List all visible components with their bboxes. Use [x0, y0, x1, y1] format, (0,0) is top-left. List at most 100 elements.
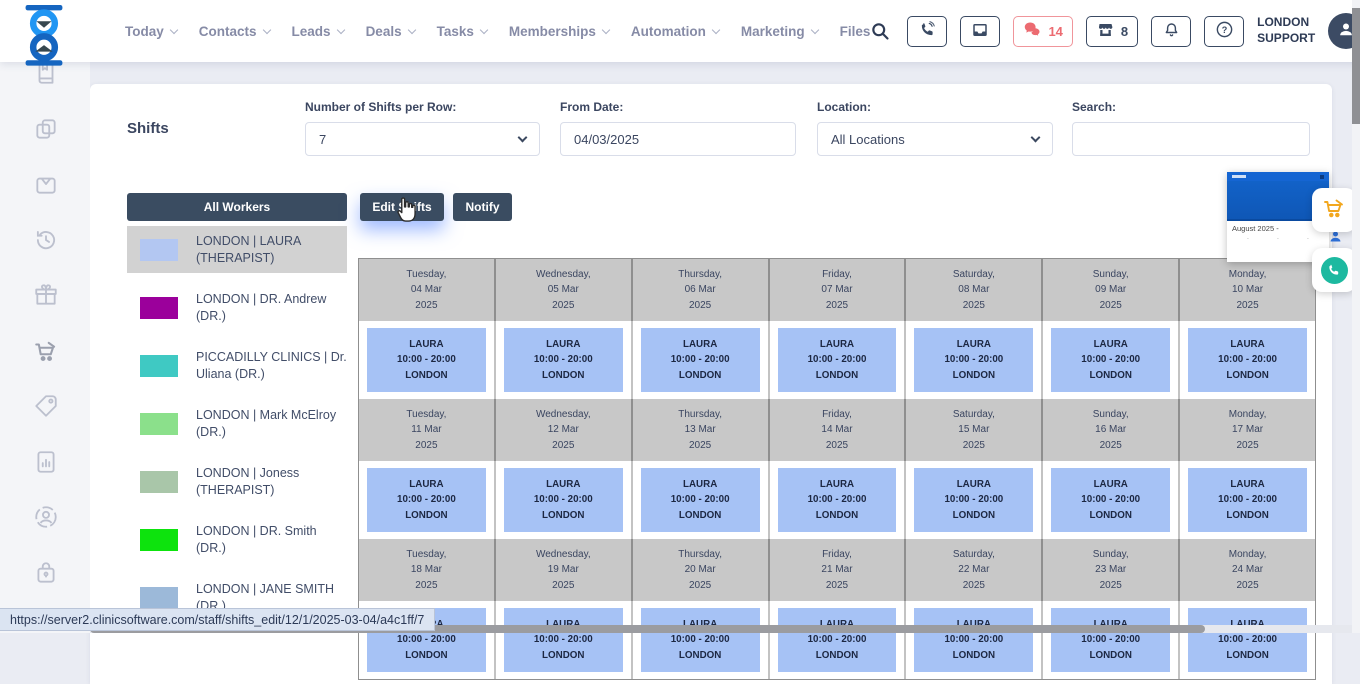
cart-button[interactable] [1312, 188, 1356, 232]
mini-person-icon [1328, 229, 1343, 249]
help-button[interactable]: ? [1204, 16, 1244, 47]
menu-item-marketing[interactable]: Marketing [741, 24, 818, 39]
menu-item-label: Contacts [199, 24, 257, 39]
edit-shifts-button[interactable]: Edit Shifts [360, 193, 444, 221]
menu-item-leads[interactable]: Leads [292, 24, 344, 39]
chevron-down-icon [407, 25, 415, 33]
menu-item-label: Automation [631, 24, 706, 39]
report-icon[interactable] [33, 449, 59, 475]
menu-item-files[interactable]: Files [840, 24, 871, 39]
shifts-per-row-select[interactable]: 7 [305, 122, 540, 156]
from-date-input[interactable]: 04/03/2025 [560, 122, 796, 156]
gift-icon[interactable] [33, 282, 59, 308]
worker-color-swatch [140, 297, 178, 319]
shifts-panel: Shifts Number of Shifts per Row: 7 From … [90, 84, 1332, 684]
chevron-down-icon [1031, 132, 1041, 142]
notifications-button[interactable] [1151, 16, 1191, 47]
worker-item[interactable]: PICCADILLY CLINICS | Dr. Uliana (DR.) [127, 342, 347, 389]
search-icon[interactable] [870, 21, 890, 41]
location-select[interactable]: All Locations [817, 122, 1053, 156]
menu-item-memberships[interactable]: Memberships [509, 24, 609, 39]
question-icon: ? [1215, 20, 1234, 42]
inbox-button[interactable] [960, 16, 1000, 47]
worker-item[interactable]: LONDON | Joness (THERAPIST) [127, 458, 347, 505]
clinicsoftware-logo-icon[interactable] [18, 5, 70, 59]
worker-color-swatch [140, 529, 178, 551]
chevron-down-icon [712, 25, 720, 33]
history-icon[interactable] [33, 227, 59, 253]
worker-name: LONDON | DR. Smith (DR.) [196, 523, 347, 557]
location-label: Location: [817, 100, 1053, 114]
store-icon [1096, 21, 1115, 42]
notify-button[interactable]: Notify [453, 193, 512, 221]
main-menu: Today Contacts Leads Deals Tasks Memberships A… [125, 24, 870, 39]
copy-icon[interactable] [33, 116, 59, 142]
menu-item-deals[interactable]: Deals [366, 24, 415, 39]
store-button[interactable]: 8 [1086, 16, 1138, 47]
vertical-scrollbar[interactable] [1352, 0, 1360, 633]
chat-button[interactable]: 14 [1013, 16, 1072, 47]
cart-icon [1322, 196, 1346, 225]
menu-item-tasks[interactable]: Tasks [437, 24, 487, 39]
menu-item-contacts[interactable]: Contacts [199, 24, 270, 39]
inbox-icon [971, 21, 989, 42]
account-icon[interactable] [33, 504, 59, 530]
worker-item[interactable]: LONDON | DR. Andrew (DR.) [127, 284, 347, 331]
phone-icon [1321, 257, 1348, 284]
chat-count-badge: 14 [1048, 24, 1062, 39]
vertical-scrollbar-thumb[interactable] [1352, 8, 1360, 124]
user-name: LONDON SUPPORT [1257, 15, 1315, 46]
call-widget-button[interactable] [1312, 248, 1356, 292]
bag-icon[interactable] [33, 171, 59, 197]
search-input[interactable] [1072, 122, 1310, 156]
tag-icon[interactable] [33, 393, 59, 419]
worker-item[interactable]: LONDON | DR. Smith (DR.) [127, 516, 347, 563]
worker-item[interactable]: LONDON | LAURA (THERAPIST) [127, 226, 347, 273]
all-workers-button[interactable]: All Workers [127, 193, 347, 221]
worker-item[interactable]: LONDON | Mark McElroy (DR.) [127, 400, 347, 447]
cart-icon[interactable] [33, 338, 59, 364]
mini-popup-toolbar [1227, 172, 1329, 181]
case-lock-icon[interactable] [33, 560, 59, 586]
menu-item-today[interactable]: Today [125, 24, 177, 39]
phone-button[interactable] [907, 16, 947, 47]
menu-item-automation[interactable]: Automation [631, 24, 719, 39]
